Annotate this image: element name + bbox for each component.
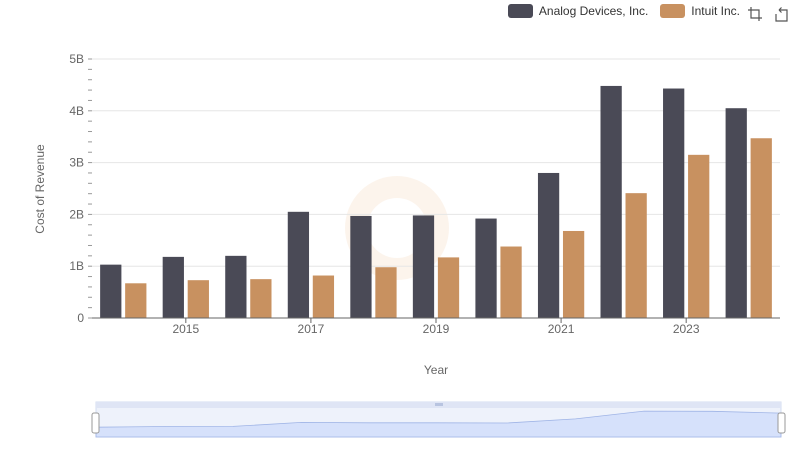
x-axis-title: Year (424, 363, 448, 377)
legend-item-intuit[interactable]: Intuit Inc. (660, 4, 740, 18)
bar-intuit-2019[interactable] (437, 257, 460, 318)
bar-intuit-2020[interactable] (500, 246, 522, 318)
bar-intuit-2021[interactable] (562, 230, 585, 318)
bar-analog-2022[interactable] (600, 85, 622, 318)
navigator-grip[interactable] (435, 403, 443, 406)
x-tick-label: 2019 (423, 322, 450, 336)
bar-analog-2014[interactable] (100, 264, 122, 318)
range-navigator[interactable] (91, 401, 786, 438)
bar-intuit-2018[interactable] (375, 267, 397, 318)
navigator-right-handle[interactable] (777, 412, 786, 434)
bar-analog-2019[interactable] (412, 215, 435, 318)
bar-intuit-2014[interactable] (125, 283, 147, 318)
legend-label-analog: Analog Devices, Inc. (538, 4, 649, 18)
legend: Analog Devices, Inc. Intuit Inc. (507, 4, 740, 18)
bar-analog-2018[interactable] (350, 215, 372, 318)
x-tick-label: 2023 (673, 322, 700, 336)
navigator-left-handle[interactable] (91, 412, 100, 434)
bar-intuit-2016[interactable] (250, 279, 272, 318)
legend-item-analog[interactable]: Analog Devices, Inc. (507, 4, 649, 18)
y-tick-label: 0 (77, 311, 84, 325)
bar-intuit-2017[interactable] (312, 275, 335, 318)
bar-analog-2020[interactable] (475, 218, 497, 318)
y-tick-label: 4B (69, 104, 84, 118)
y-tick-label: 3B (69, 156, 84, 170)
x-tick-label: 2017 (298, 322, 325, 336)
x-tick-label: 2015 (172, 322, 199, 336)
y-axis-title: Cost of Revenue (33, 144, 47, 234)
bar-intuit-2023[interactable] (688, 154, 710, 318)
crop-icon[interactable] (747, 6, 763, 22)
bar-analog-2023[interactable] (663, 88, 685, 318)
bar-intuit-2024[interactable] (750, 138, 772, 318)
x-tick-label: 2021 (548, 322, 575, 336)
y-tick-label: 2B (69, 207, 84, 221)
legend-swatch-analog (507, 4, 533, 18)
bar-analog-2017[interactable] (287, 211, 310, 318)
bar-analog-2016[interactable] (225, 255, 247, 318)
bar-analog-2015[interactable] (162, 256, 184, 318)
bar-analog-2024[interactable] (725, 108, 747, 319)
bar-analog-2021[interactable] (537, 172, 560, 318)
legend-label-intuit: Intuit Inc. (691, 4, 740, 18)
y-tick-label: 5B (69, 52, 84, 66)
bar-intuit-2022[interactable] (625, 193, 647, 318)
bar-intuit-2015[interactable] (187, 280, 209, 318)
legend-swatch-intuit (660, 4, 686, 18)
y-tick-label: 1B (69, 259, 84, 273)
reset-icon[interactable] (773, 6, 789, 22)
